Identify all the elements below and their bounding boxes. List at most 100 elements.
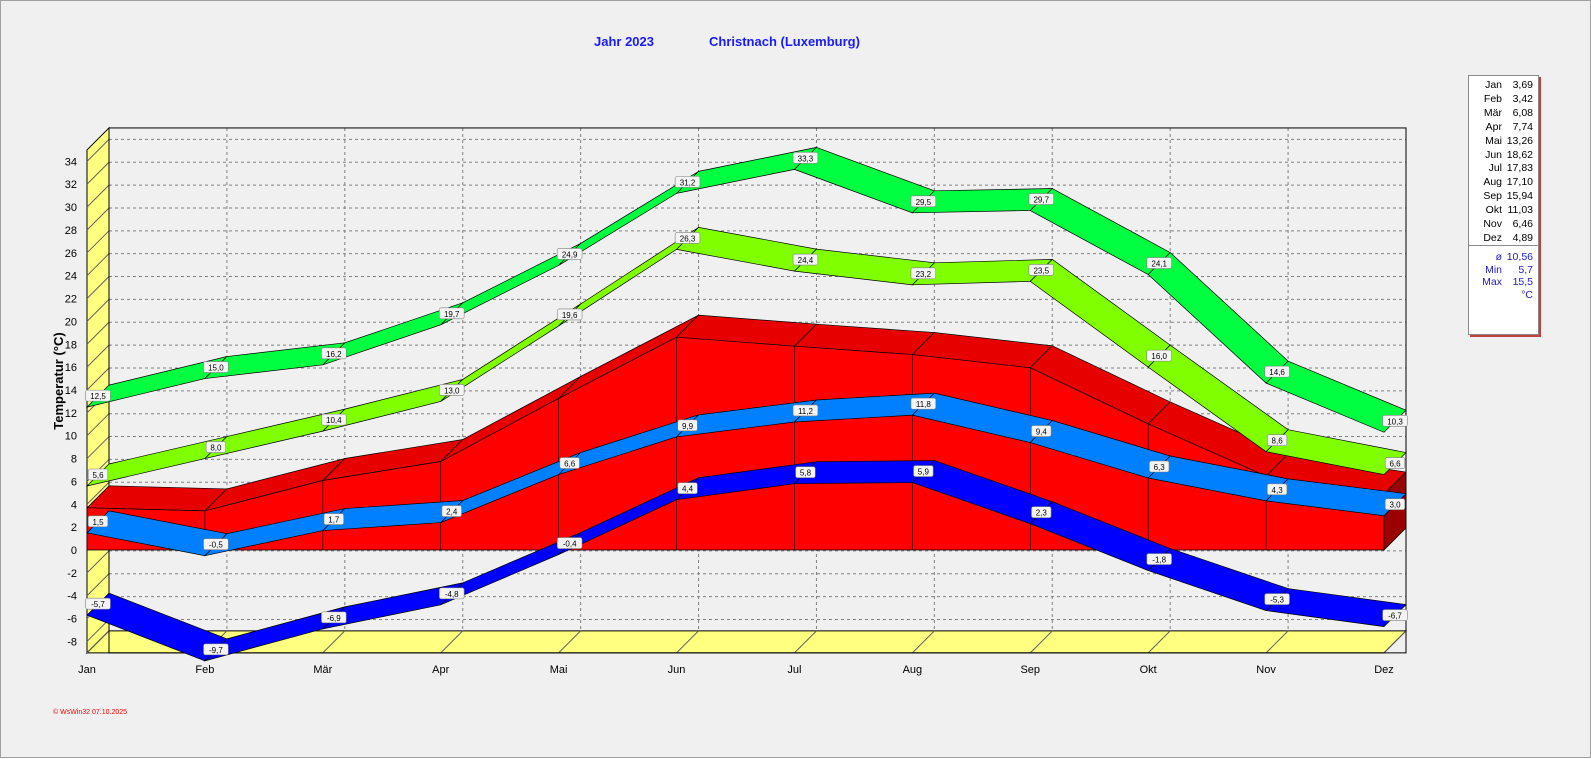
data-label: 26,3 [680,234,696,243]
y-tick-label: 0 [71,545,77,557]
data-label-box [792,152,819,164]
gridline-x-floor [794,630,817,654]
y-tick-label: 20 [65,316,77,328]
gridline-y-wall [86,413,110,437]
x-tick-label: Jan [78,664,96,676]
data-label: 24,9 [562,250,578,259]
data-label-box [792,404,819,417]
y-tick-label: -8 [67,636,77,648]
legend-value: 15,5 [1512,276,1533,288]
x-tick-label: Dez [1374,664,1394,676]
x-tick-label: Nov [1256,664,1276,676]
data-label-box [323,513,344,525]
data-label: 10,3 [1387,417,1403,426]
data-label: 29,5 [916,198,932,207]
legend-month-row: Okt 11,03 [1469,204,1533,217]
data-label-box [910,397,937,410]
legend-key: Nov [1483,218,1502,230]
legend-key: Jun [1485,148,1502,161]
data-label: 10,4 [326,416,342,425]
legend-separator [1469,245,1538,246]
legend-key: Min [1485,263,1502,276]
gridline-x-floor [1029,630,1053,654]
data-label: 6,6 [1389,460,1401,469]
gridline-x-floor [1147,630,1171,654]
data-label: -0,5 [209,541,223,550]
data-label-box [1384,457,1406,469]
data-label-box [910,195,937,208]
data-label: 15,0 [208,364,224,373]
software-credit: © WsWin32 07.10.2025 [53,709,128,716]
chart-year-title: Jahr 2023 [594,34,654,49]
legend-month-row: Apr 7,74 [1469,121,1533,134]
y-axis-label: Temperatur (°C) [51,332,66,429]
data-label: 11,2 [798,407,814,416]
data-label-box [321,611,347,624]
data-label-box [1266,483,1288,496]
gridline-x-floor [1265,630,1289,654]
gridline-x-floor [912,630,935,654]
data-label: 3,0 [1389,501,1401,510]
data-label: 12,5 [90,392,106,401]
data-label: 31,2 [680,178,696,187]
legend-key: ø [1495,251,1502,263]
data-label-box [203,643,229,656]
x-tick-label: Jun [668,664,686,676]
legend-month-row: Aug 17,10 [1469,176,1533,189]
y-tick-label: 22 [65,294,77,306]
data-label-box [85,389,111,402]
data-label: 2,4 [446,508,458,517]
gridline-y-wall [86,481,110,505]
legend-value: 7,74 [1512,120,1533,133]
data-label: -0,4 [563,540,577,549]
legend-month-row: Mär 6,08 [1469,107,1533,120]
data-label: -6,7 [1388,612,1402,621]
gridline-y-wall [86,344,110,368]
legend-value: 11,03 [1507,204,1534,217]
data-label-box [1382,609,1408,621]
data-label: -1,8 [1152,556,1166,565]
legend-value: 3,42 [1512,92,1533,105]
gridline-y-wall [86,367,110,391]
data-label: 5,9 [918,468,930,477]
data-label-box [1146,349,1172,362]
data-label-box [795,466,816,479]
data-label-box [87,468,109,481]
legend-value: 4,89 [1512,231,1533,244]
y-tick-label: 8 [71,454,77,466]
legend-value: 5,7 [1518,263,1533,276]
gridline-y-wall [86,161,110,185]
legend-month-row: Jun 18,62 [1469,149,1533,162]
x-tick-label: Okt [1140,664,1157,676]
data-label: 2,3 [1036,509,1048,518]
legend-value: 10,56 [1506,251,1533,263]
data-label: -6,9 [327,614,341,623]
legend-key: Sep [1483,190,1502,203]
data-label: -4,8 [445,590,459,599]
gridline-y-wall [86,619,110,642]
data-label-box [439,307,465,320]
x-tick-label: Feb [195,664,214,676]
legend-stat-row: Min 5,7 [1469,264,1533,277]
data-label-box [1031,425,1052,437]
y-tick-label: -6 [67,614,77,626]
data-label: -5,3 [1270,596,1284,605]
data-label: -5,7 [91,600,105,609]
data-label-box [321,413,347,426]
data-label-box [674,232,701,244]
data-label: 13,0 [444,386,460,395]
data-label: 1,5 [92,518,104,527]
legend-month-row: Feb 3,42 [1469,93,1533,106]
gridline-y-wall [86,253,110,277]
data-label-box [441,505,462,517]
mean-area-top [86,485,228,512]
data-label: 5,8 [800,469,812,478]
legend-month-row: Sep 15,94 [1469,190,1533,203]
data-label: 19,7 [444,310,460,319]
legend-stat-row: Max 15,5 [1469,276,1533,289]
gridline-y-wall [86,139,110,162]
legend-month-row: Dez 4,89 [1469,232,1533,245]
y-tick-label: 32 [65,179,77,191]
y-tick-label: -4 [67,591,77,603]
